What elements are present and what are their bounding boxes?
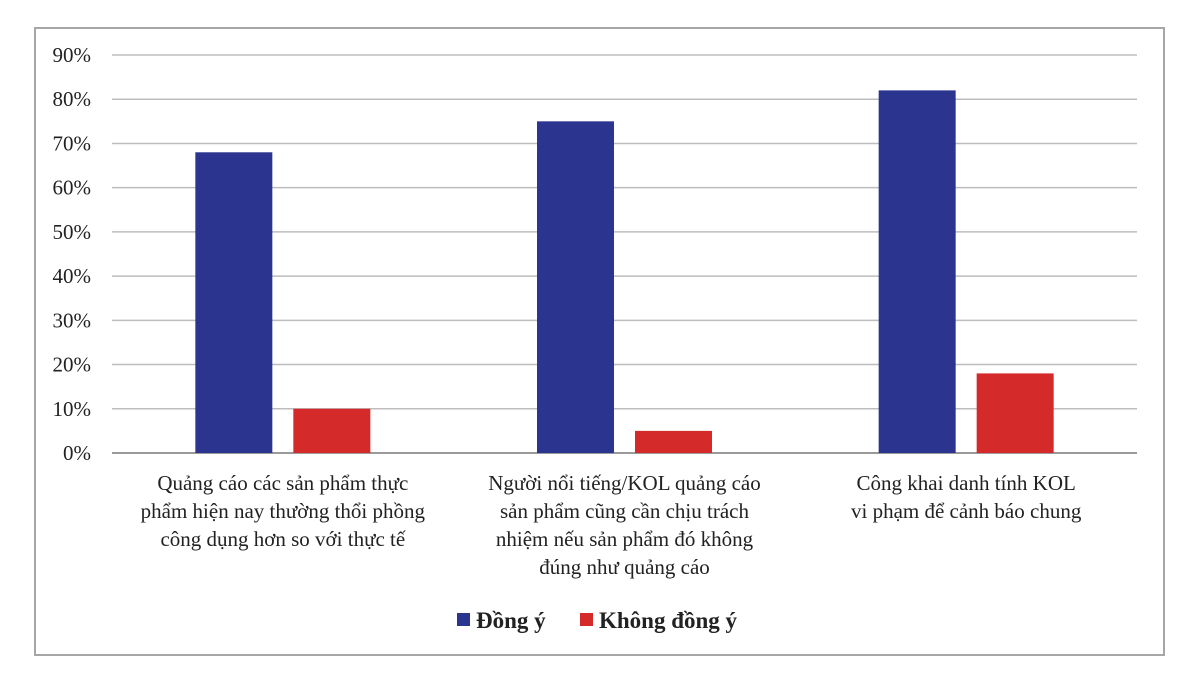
category-label-2: sản phẩm cũng cần chịu trách [500,499,749,523]
y-tick-label: 90% [53,43,92,67]
bars [195,90,1054,454]
y-tick-label: 70% [53,131,92,155]
category-label-3: Công khai danh tính KOL [857,471,1076,495]
category-label-1: Quảng cáo các sản phẩm thực [157,471,408,495]
category-label-2: Người nổi tiếng/KOL quảng cáo [488,471,761,495]
y-tick-label: 80% [53,87,92,111]
bar-khong-dong-y-3 [976,373,1054,453]
y-tick-label: 60% [53,176,92,200]
y-tick-label: 30% [53,308,92,332]
category-label-2: đúng như quảng cáo [539,555,710,579]
x-axis-categories: Quảng cáo các sản phẩm thực phẩm hiện nay… [141,471,1082,579]
bar-dong-y-1 [195,152,273,454]
legend-label: Không đồng ý [599,608,738,633]
category-label-1: công dụng hơn so với thực tế [160,527,405,551]
legend-swatch [580,613,593,626]
y-tick-label: 40% [53,264,92,288]
bar-khong-dong-y-2 [635,430,712,453]
legend-label: Đồng ý [476,608,546,633]
category-label-1: phẩm hiện nay thường thổi phồng [141,499,426,523]
y-tick-label: 10% [53,397,92,421]
bar-dong-y-2 [537,121,614,453]
bar-dong-y-3 [878,90,956,453]
y-tick-label: 20% [53,353,92,377]
y-axis-ticks: 0% 10% 20% 30% 40% 50% 60% 70% 80% 90% [53,43,92,465]
category-label-3: vi phạm để cảnh báo chung [851,499,1082,523]
y-tick-label: 50% [53,220,92,244]
bar-khong-dong-y-1 [293,408,371,453]
category-label-2: nhiệm nếu sản phẩm đó không [496,527,754,551]
legend-swatch [457,613,470,626]
gridlines [112,54,1137,454]
legend: Đồng ý Không đồng ý [457,608,738,633]
y-tick-label: 0% [63,441,91,465]
